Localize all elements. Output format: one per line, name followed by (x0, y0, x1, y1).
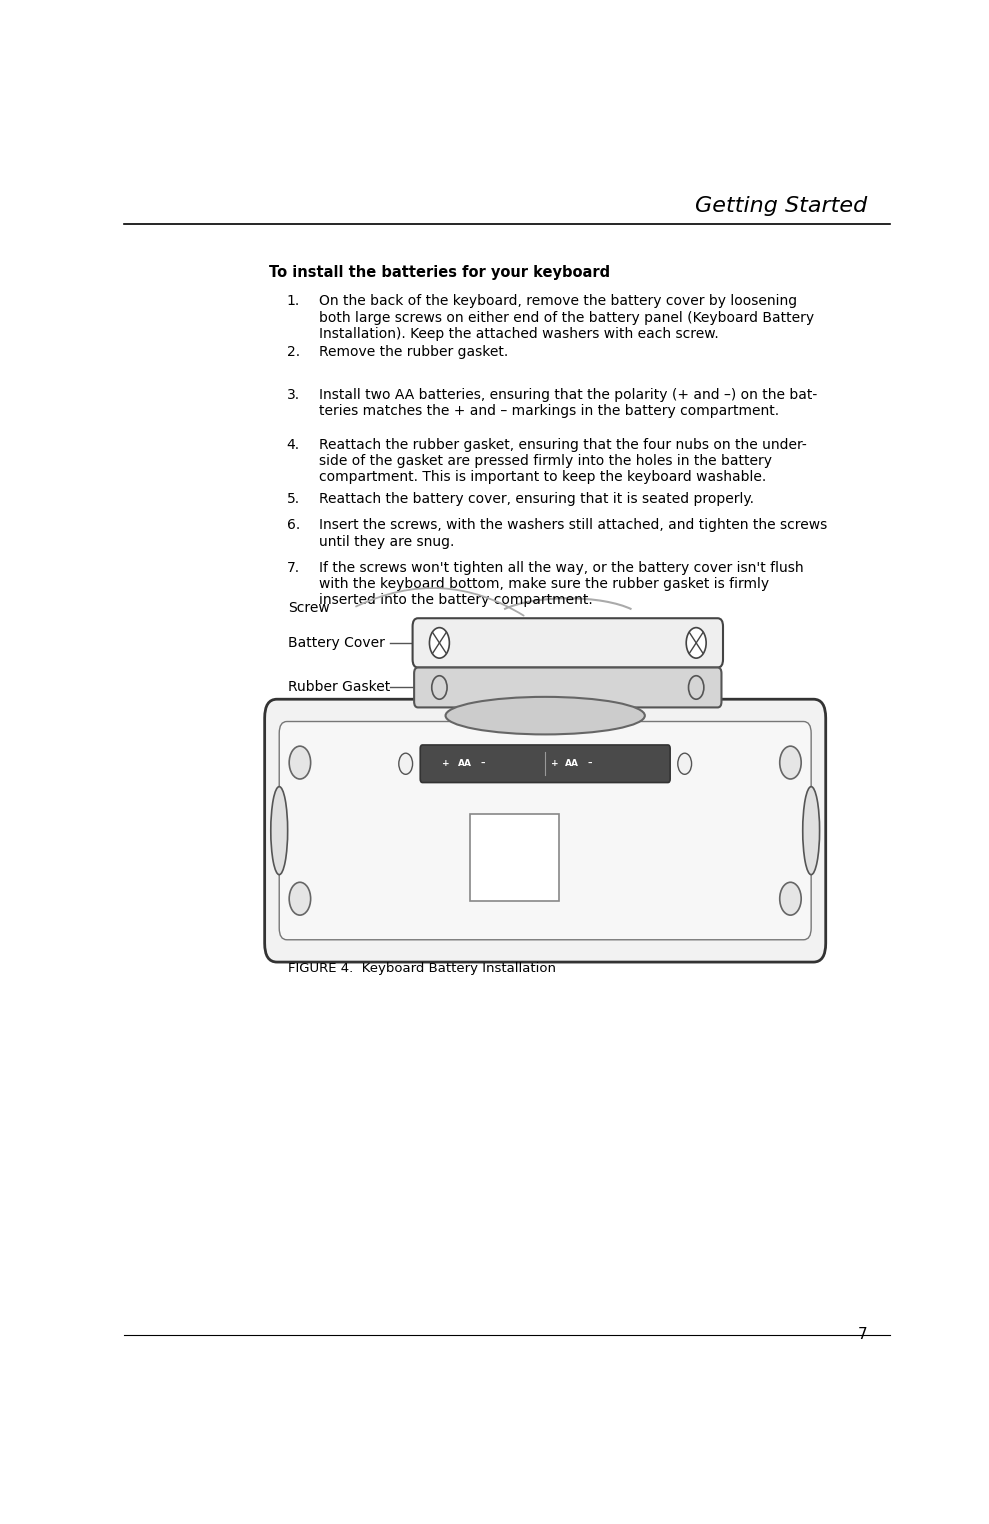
Text: Reattach the rubber gasket, ensuring that the four nubs on the under-
side of th: Reattach the rubber gasket, ensuring tha… (319, 437, 807, 485)
Text: 2.: 2. (287, 344, 300, 358)
Text: Reattach the battery cover, ensuring that it is seated properly.: Reattach the battery cover, ensuring tha… (319, 492, 754, 506)
Circle shape (686, 628, 706, 658)
Circle shape (432, 675, 447, 700)
Text: +: + (551, 759, 558, 768)
FancyBboxPatch shape (420, 745, 671, 782)
FancyBboxPatch shape (414, 668, 722, 707)
FancyBboxPatch shape (412, 619, 723, 668)
Text: Insert the screws, with the washers still attached, and tighten the screws
until: Insert the screws, with the washers stil… (319, 518, 828, 549)
Text: –: – (480, 759, 485, 768)
Text: 7.: 7. (287, 561, 300, 575)
Circle shape (779, 747, 801, 779)
Ellipse shape (445, 696, 645, 735)
Text: AA: AA (565, 759, 579, 768)
Text: To install the batteries for your keyboard: To install the batteries for your keyboa… (269, 265, 610, 280)
Text: Rubber Gasket: Rubber Gasket (289, 681, 391, 695)
Circle shape (779, 882, 801, 914)
Text: 4.: 4. (287, 437, 300, 451)
Text: Remove the rubber gasket.: Remove the rubber gasket. (319, 344, 508, 358)
Text: If the screws won't tighten all the way, or the battery cover isn't flush
with t: If the screws won't tighten all the way,… (319, 561, 804, 607)
Text: 7: 7 (857, 1327, 867, 1343)
FancyBboxPatch shape (279, 721, 811, 940)
Circle shape (289, 747, 311, 779)
Text: Battery Cover: Battery Cover (289, 636, 386, 649)
Circle shape (677, 753, 691, 774)
FancyBboxPatch shape (265, 700, 826, 962)
Text: 6.: 6. (287, 518, 300, 532)
Bar (470, 814, 559, 901)
Text: FIGURE 4.  Keyboard Battery Installation: FIGURE 4. Keyboard Battery Installation (289, 962, 557, 975)
Circle shape (399, 753, 412, 774)
Text: +: + (442, 759, 449, 768)
Text: –: – (587, 759, 591, 768)
Text: Getting Started: Getting Started (695, 195, 867, 216)
Ellipse shape (803, 786, 820, 875)
Text: 5.: 5. (287, 492, 300, 506)
Text: AA: AA (458, 759, 472, 768)
Text: Install two AA batteries, ensuring that the polarity (+ and –) on the bat-
terie: Install two AA batteries, ensuring that … (319, 389, 817, 419)
Text: 3.: 3. (287, 389, 300, 402)
Text: 1.: 1. (287, 294, 300, 308)
Text: Screw: Screw (289, 600, 330, 614)
Text: On the back of the keyboard, remove the battery cover by loosening
both large sc: On the back of the keyboard, remove the … (319, 294, 814, 341)
Circle shape (289, 882, 311, 914)
Ellipse shape (271, 786, 288, 875)
Circle shape (429, 628, 449, 658)
Circle shape (688, 675, 704, 700)
